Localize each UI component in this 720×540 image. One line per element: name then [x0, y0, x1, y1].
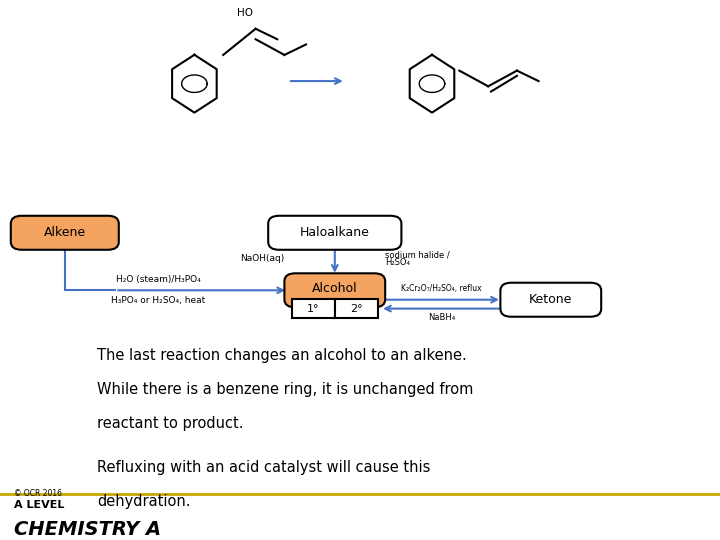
Text: HO: HO [237, 8, 253, 18]
Text: 2°: 2° [350, 303, 363, 314]
Text: 1°: 1° [307, 303, 320, 314]
Text: A LEVEL: A LEVEL [14, 500, 65, 510]
Text: dehydration.: dehydration. [97, 494, 191, 509]
Text: Alkene: Alkene [44, 226, 86, 239]
Text: Refluxing with an acid catalyst will cause this: Refluxing with an acid catalyst will cau… [97, 460, 431, 475]
FancyBboxPatch shape [500, 283, 601, 317]
FancyBboxPatch shape [292, 300, 335, 318]
Text: sodium halide /: sodium halide / [385, 250, 450, 259]
Text: While there is a benzene ring, it is unchanged from: While there is a benzene ring, it is unc… [97, 382, 474, 397]
FancyBboxPatch shape [335, 300, 378, 318]
Text: H₃PO₄ or H₂SO₄, heat: H₃PO₄ or H₂SO₄, heat [112, 296, 205, 305]
Text: Alcohol: Alcohol [312, 282, 358, 295]
Text: K₂Cr₂O₇/H₂SO₄, reflux: K₂Cr₂O₇/H₂SO₄, reflux [401, 284, 482, 293]
Text: Haloalkane: Haloalkane [300, 226, 370, 239]
FancyBboxPatch shape [284, 273, 385, 307]
Text: Ketone: Ketone [529, 293, 572, 306]
Text: H₂SO₄: H₂SO₄ [385, 258, 410, 267]
Text: NaOH(aq): NaOH(aq) [240, 254, 284, 264]
Text: © OCR 2016: © OCR 2016 [14, 489, 63, 498]
Text: The last reaction changes an alcohol to an alkene.: The last reaction changes an alcohol to … [97, 348, 467, 363]
Text: reactant to product.: reactant to product. [97, 416, 243, 431]
FancyBboxPatch shape [269, 216, 402, 250]
FancyBboxPatch shape [11, 216, 119, 250]
Text: H₂O (steam)/H₃PO₄: H₂O (steam)/H₃PO₄ [116, 275, 201, 284]
Text: CHEMISTRY A: CHEMISTRY A [14, 521, 161, 539]
Text: NaBH₄: NaBH₄ [428, 313, 455, 322]
